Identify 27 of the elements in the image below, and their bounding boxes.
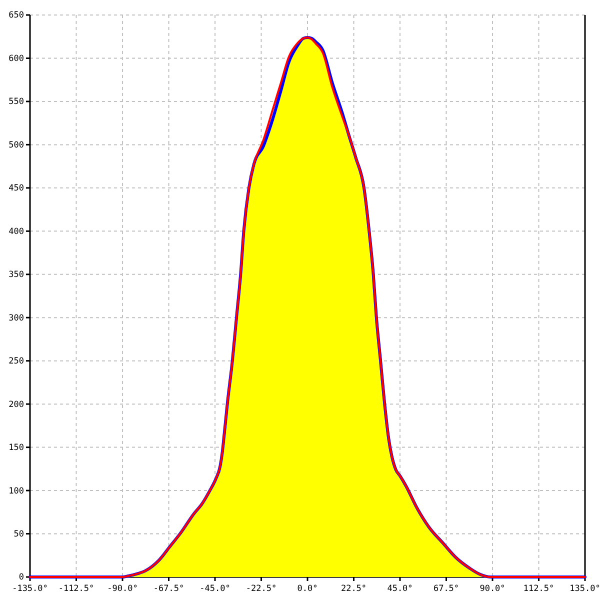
- x-tick-label: -90.0°: [107, 584, 138, 594]
- y-tick-label: 200: [8, 400, 24, 410]
- y-tick-label: 600: [8, 54, 24, 64]
- x-tick-label: -67.5°: [153, 584, 184, 594]
- x-tick-label: 0.0°: [297, 584, 318, 594]
- x-tick-label: 22.5°: [340, 584, 367, 594]
- y-tick-label: 150: [8, 443, 24, 454]
- x-tick-label: 45.0°: [387, 584, 413, 594]
- x-tick-label: -135.0°: [12, 584, 48, 594]
- x-tick-label: 112.5°: [523, 584, 554, 594]
- y-tick-label: 100: [8, 486, 24, 496]
- y-tick-label: 650: [8, 10, 24, 21]
- y-tick-label: 550: [8, 97, 24, 108]
- x-tick-label: 90.0°: [480, 584, 506, 594]
- y-tick-label: 0: [18, 572, 24, 583]
- y-tick-label: 300: [8, 313, 24, 324]
- x-tick-label: -45.0°: [200, 584, 230, 594]
- y-tick-label: 50: [14, 529, 24, 540]
- x-tick-label: 135.0°: [570, 584, 600, 594]
- x-tick-label: 67.5°: [433, 584, 460, 594]
- y-tick-label: 500: [8, 140, 24, 150]
- y-tick-label: 450: [8, 184, 24, 194]
- y-tick-label: 400: [8, 226, 24, 237]
- x-tick-label: -22.5°: [246, 584, 277, 594]
- y-tick-label: 350: [8, 270, 24, 280]
- x-tick-label: -112.5°: [58, 584, 94, 594]
- y-tick-label: 250: [8, 356, 24, 367]
